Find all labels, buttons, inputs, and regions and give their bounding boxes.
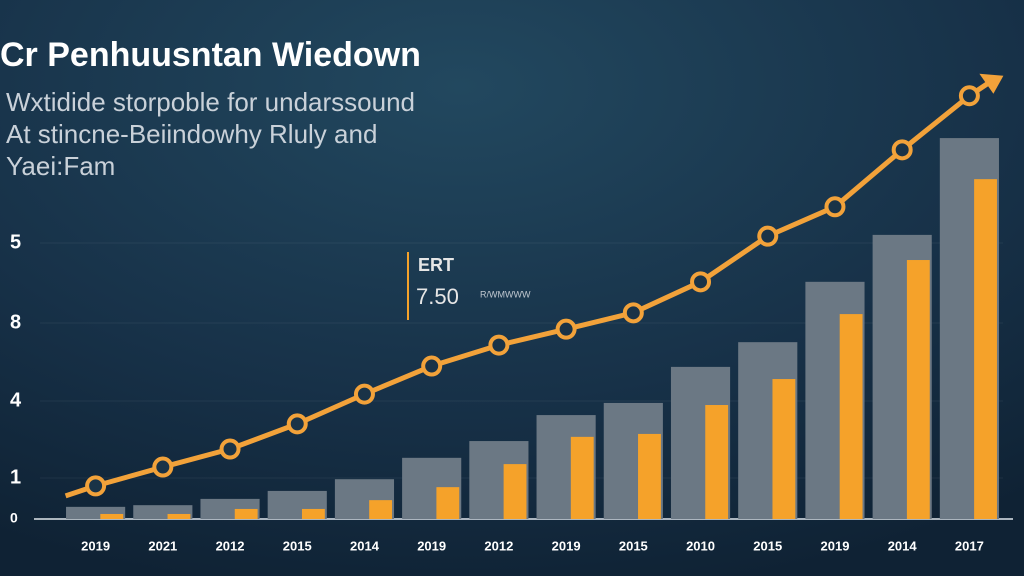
bar-front	[503, 464, 527, 519]
bar-front	[705, 405, 729, 519]
x-tick-label: 2019	[821, 538, 850, 553]
line	[94, 93, 971, 489]
line-point	[824, 196, 846, 218]
bar-front	[436, 487, 460, 519]
bar-front	[167, 513, 191, 519]
subtitle: At stincne-Beiindowhy Rluly and	[6, 119, 377, 149]
x-tick-label: 2010	[686, 538, 715, 553]
line-point	[555, 318, 577, 340]
line-point	[488, 334, 510, 356]
bar-front	[301, 508, 325, 519]
x-tick-label: 2017	[955, 538, 984, 553]
bar-front	[369, 500, 393, 519]
x-tick-label: 2019	[81, 538, 110, 553]
line-point	[286, 413, 308, 435]
annotation-note: R/WMWWW	[480, 289, 531, 299]
x-tick-label: 2015	[283, 538, 312, 553]
x-tick-label: 2019	[552, 538, 581, 553]
x-tick-label: 2015	[619, 538, 648, 553]
line-point	[757, 225, 779, 247]
line-point	[152, 456, 174, 478]
chart-title: Cr Penhuusntan Wiedown	[0, 36, 421, 74]
line-point	[421, 355, 443, 377]
line-point	[622, 302, 644, 324]
x-tick-label: 2019	[417, 538, 446, 553]
x-tick-label: 2021	[148, 538, 177, 553]
line-point	[690, 271, 712, 293]
y-axis-label: 5	[10, 231, 21, 253]
bar-front	[570, 436, 594, 519]
bar-front	[100, 513, 124, 519]
subtitle: Wxtidide storpoble for undarssound	[6, 87, 415, 117]
line-point	[958, 85, 980, 107]
x-tick-label: 2015	[753, 538, 782, 553]
x-tick-label: 2012	[484, 538, 513, 553]
bar-front	[906, 260, 930, 519]
line-point	[891, 139, 913, 161]
annotation-value: 7.50	[416, 284, 459, 309]
bar-front	[974, 179, 997, 519]
bar-front	[772, 379, 796, 519]
y-axis-label: 1	[10, 466, 21, 488]
annotation-title: ERT	[418, 255, 454, 275]
bar-front	[234, 508, 258, 519]
subtitle: Yaei:Fam	[6, 151, 115, 181]
x-tick-label: 2014	[350, 538, 380, 553]
line-point	[85, 475, 107, 497]
line-point	[353, 383, 375, 405]
x-tick-label: 2012	[216, 538, 245, 553]
y-axis-label: 0	[10, 510, 18, 526]
y-axis-label: 8	[10, 311, 21, 333]
plot: 5 8 4 1 0 2019 2021 2012 2015 2014 2019 2012 2019 201…	[10, 73, 1013, 553]
y-axis-label: 4	[10, 389, 22, 411]
x-tick-label: 2014	[888, 538, 918, 553]
bar-front	[839, 314, 863, 519]
bar-front	[638, 433, 661, 519]
arrow-head	[979, 73, 1004, 94]
line-point	[219, 438, 241, 460]
